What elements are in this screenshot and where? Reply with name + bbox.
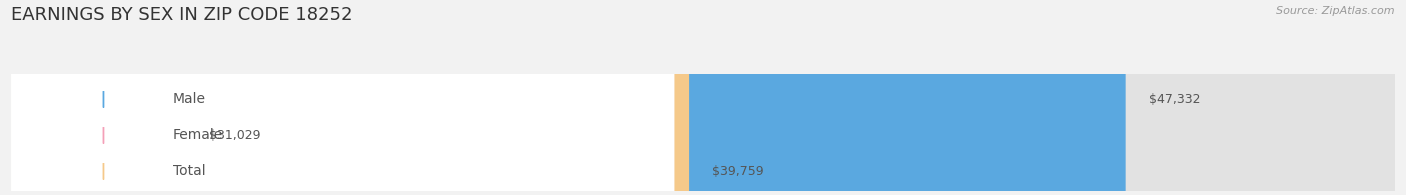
FancyBboxPatch shape [11, 0, 675, 195]
FancyBboxPatch shape [11, 0, 689, 195]
Text: EARNINGS BY SEX IN ZIP CODE 18252: EARNINGS BY SEX IN ZIP CODE 18252 [11, 6, 353, 24]
Text: Male: Male [173, 92, 205, 106]
Text: Total: Total [173, 164, 205, 178]
FancyBboxPatch shape [11, 0, 1126, 195]
Text: $39,759: $39,759 [713, 165, 763, 178]
FancyBboxPatch shape [11, 0, 675, 195]
Text: Source: ZipAtlas.com: Source: ZipAtlas.com [1277, 6, 1395, 16]
Text: $31,029: $31,029 [209, 129, 260, 142]
Text: $47,332: $47,332 [1149, 93, 1201, 106]
FancyBboxPatch shape [11, 0, 1395, 195]
FancyBboxPatch shape [11, 0, 1395, 195]
Text: Female: Female [173, 128, 224, 142]
FancyBboxPatch shape [11, 0, 675, 195]
FancyBboxPatch shape [0, 0, 472, 195]
FancyBboxPatch shape [11, 0, 1395, 195]
